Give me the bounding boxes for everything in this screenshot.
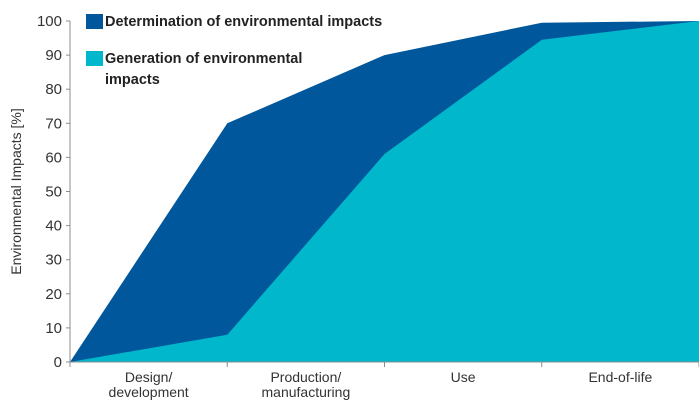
legend-label-2: Generation of environmental impacts — [105, 51, 302, 88]
y-tick-label: 20 — [45, 286, 62, 303]
x-category-label: Use — [451, 369, 476, 385]
y-tick-label: 80 — [45, 81, 62, 98]
area-series-2 — [70, 21, 699, 362]
y-tick-label: 60 — [45, 149, 62, 166]
x-category-label: Design/development — [109, 369, 189, 400]
y-tick-label: 30 — [45, 252, 62, 269]
y-tick-label: 50 — [45, 184, 62, 201]
legend-swatch-1 — [86, 14, 103, 29]
y-tick-label: 40 — [45, 218, 62, 235]
x-category-label: End-of-life — [588, 369, 652, 385]
legend-label-1: Determination of environmental impacts — [105, 14, 382, 30]
y-tick-label: 10 — [45, 320, 62, 337]
y-tick-label: 100 — [37, 13, 62, 30]
y-tick-label: 0 — [54, 354, 62, 371]
x-category-label: Production/manufacturing — [262, 369, 351, 400]
y-axis-title: Environmental Impacts [%] — [8, 108, 24, 275]
y-tick-label: 90 — [45, 47, 62, 64]
legend-swatch-2 — [86, 51, 103, 66]
y-tick-label: 70 — [45, 115, 62, 132]
